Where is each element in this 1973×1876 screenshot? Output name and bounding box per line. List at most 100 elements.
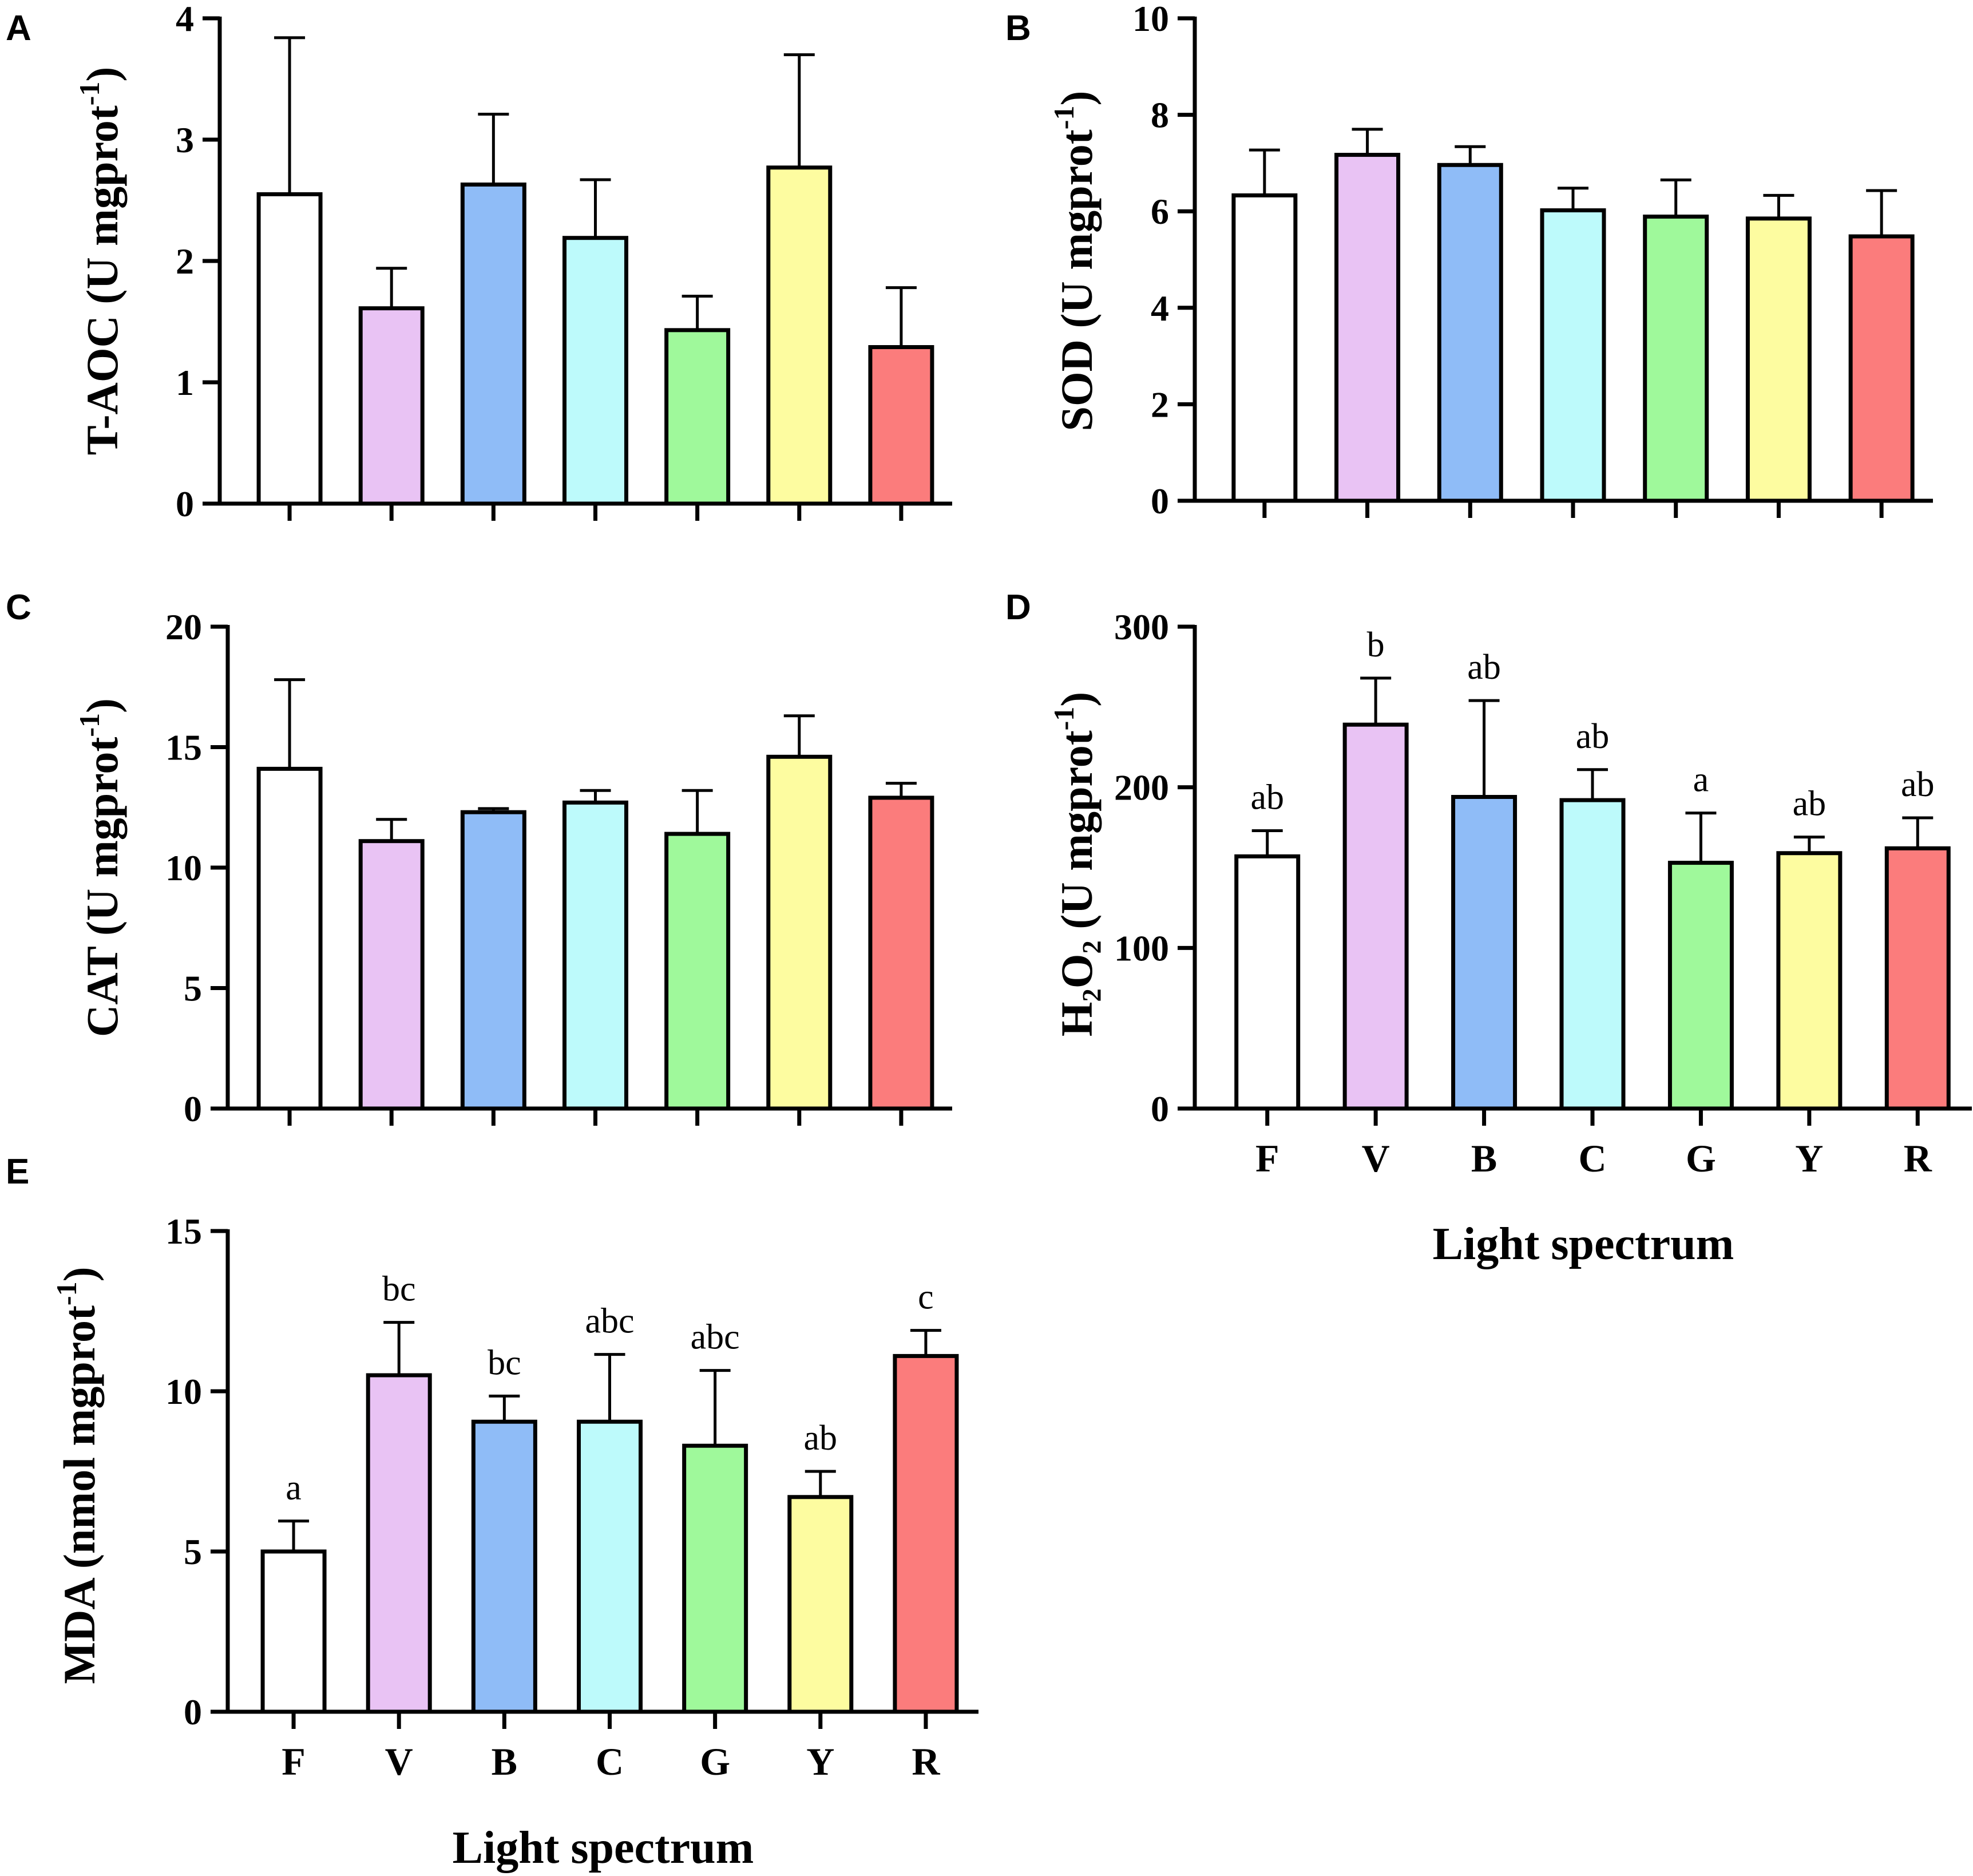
y-tick-label: 5 [184, 968, 202, 1009]
x-tick-label-B: B [492, 1740, 517, 1783]
x-tick-label-G: G [700, 1740, 730, 1783]
x-axis-label: Light spectrum [453, 1823, 754, 1873]
bar-F [256, 192, 323, 506]
bar-R [1848, 234, 1915, 503]
sig-letter-V: bc [382, 1270, 416, 1309]
y-tick-label: 10 [1132, 0, 1169, 39]
bar-G [682, 1443, 748, 1714]
x-tick-label-Y: Y [806, 1740, 834, 1783]
bar-G [1643, 214, 1709, 503]
bar-C [1559, 798, 1626, 1111]
bar-V [366, 1373, 432, 1714]
bar-V [1342, 722, 1409, 1111]
bar-V [1334, 153, 1401, 503]
bar-V [358, 839, 425, 1111]
x-tick-label-C: C [596, 1740, 624, 1783]
sig-letter-C: ab [1576, 717, 1610, 756]
y-axis-label-superscript: -1 [73, 82, 105, 106]
y-axis-label-tail: ) [54, 1267, 104, 1281]
panel-a: A 0 1 2 3 4 T-AOC (U mgprot-1) [6, 0, 952, 524]
bar-C [577, 1419, 643, 1714]
bar-Y [1776, 851, 1843, 1111]
bar-V [358, 306, 425, 506]
x-tick-label-V: V [385, 1740, 413, 1783]
y-tick-label: 6 [1151, 191, 1169, 232]
panel-d: D 0 100 200 300 H₂O₂ (U mgprot-1) ab Fb Vab Bab Ca… [1005, 588, 1972, 1269]
y-axis-label-main: CAT (U mgprot [77, 737, 127, 1037]
y-axis-label: MDA (nmol mgprot-1) [50, 1267, 104, 1684]
y-tick-label: 0 [184, 1089, 202, 1129]
x-axis-label: Light spectrum [1433, 1219, 1734, 1269]
x-tick-label-F: F [282, 1740, 306, 1783]
panel-label: C [6, 588, 31, 627]
panel-label: B [1005, 9, 1031, 48]
panel-label: D [1005, 588, 1031, 627]
y-tick-label: 3 [176, 120, 194, 160]
sig-letter-B: bc [488, 1343, 521, 1382]
sig-letter-C: abc [585, 1302, 634, 1341]
bar-B [471, 1419, 537, 1714]
x-tick-label-Y: Y [1795, 1137, 1823, 1180]
y-tick-label: 5 [184, 1531, 202, 1572]
x-tick-label-R: R [1904, 1137, 1932, 1180]
x-tick-label-V: V [1362, 1137, 1390, 1180]
y-tick-label: 15 [165, 727, 202, 768]
x-tick-label-C: C [1578, 1137, 1606, 1180]
bar-F [1231, 193, 1298, 503]
panel-label: E [6, 1152, 29, 1192]
sig-letter-F: ab [1250, 778, 1284, 817]
sig-letter-R: ab [1901, 765, 1935, 804]
y-tick-label: 4 [1151, 288, 1169, 329]
bar-B [460, 182, 526, 506]
panel-b: B 0 2 4 6 8 10 SOD (U mgprot-1) [1005, 0, 1933, 521]
bar-R [1884, 846, 1951, 1111]
sig-letter-Y: ab [804, 1419, 838, 1458]
x-tick-label-F: F [1255, 1137, 1279, 1180]
bar-G [664, 832, 731, 1111]
y-axis-label-tail: ) [77, 698, 127, 713]
bar-B [1437, 163, 1503, 503]
sig-letter-F: a [286, 1469, 302, 1507]
y-axis-label-superscript: -1 [73, 713, 105, 737]
sig-letter-B: ab [1467, 648, 1501, 687]
bar-R [868, 795, 934, 1111]
y-tick-label: 300 [1114, 607, 1169, 647]
y-tick-label: 10 [165, 1371, 202, 1412]
bar-Y [1745, 216, 1812, 503]
bar-G [664, 328, 731, 506]
y-axis-label: SOD (U mgprot-1) [1048, 91, 1102, 432]
bar-Y [787, 1495, 854, 1714]
x-tick-label-R: R [912, 1740, 940, 1783]
y-axis-label-main: (U mgprot [1052, 730, 1102, 929]
bar-B [1451, 795, 1518, 1111]
y-tick-label: 20 [165, 607, 202, 647]
bar-Y [766, 165, 833, 506]
y-tick-label: 0 [176, 484, 194, 524]
y-axis-label-main: MDA (nmol mgprot [54, 1305, 104, 1684]
bar-G [1667, 861, 1734, 1111]
sig-letter-Y: ab [1793, 785, 1827, 824]
y-axis-label: CAT (U mgprot-1) [73, 698, 127, 1037]
sig-letter-G: a [1693, 761, 1709, 800]
x-tick-label-G: G [1686, 1137, 1716, 1180]
x-tick-label-B: B [1471, 1137, 1497, 1180]
y-tick-label: 0 [184, 1692, 202, 1732]
y-tick-label: 2 [1151, 384, 1169, 425]
y-tick-label: 0 [1151, 1089, 1169, 1129]
y-axis-label-prefix: H₂O₂ [1052, 929, 1102, 1037]
bar-B [460, 810, 526, 1111]
y-axis-label-superscript: -1 [1048, 106, 1080, 130]
bar-F [260, 1549, 327, 1714]
y-tick-label: 15 [165, 1211, 202, 1252]
y-axis-label-superscript: -1 [1048, 707, 1080, 731]
y-tick-label: 8 [1151, 95, 1169, 136]
y-axis-label-tail: ) [77, 67, 127, 82]
bar-C [562, 236, 628, 506]
y-axis-label-superscript: -1 [50, 1281, 82, 1305]
y-tick-label: 4 [176, 0, 194, 39]
y-tick-label: 1 [176, 362, 194, 403]
bar-F [256, 766, 323, 1111]
